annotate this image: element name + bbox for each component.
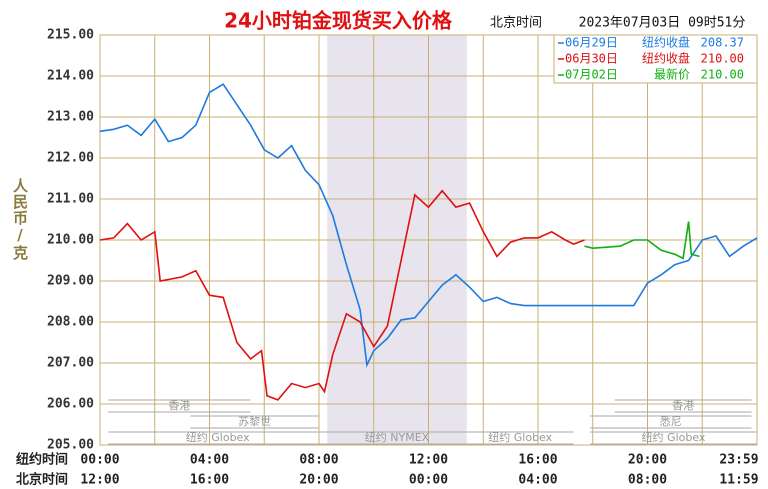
y-tick-label: 215.00 <box>47 28 94 43</box>
y-tick-label: 207.00 <box>47 356 94 371</box>
session-label: 纽约 Globex <box>186 430 250 444</box>
legend-name: 06月29日 <box>565 36 618 50</box>
x-tick-label-beijing: 04:00 <box>518 473 557 488</box>
y-axis-label: 人民币/克 <box>11 178 29 261</box>
x-tick-label: 23:59 <box>719 453 758 468</box>
x-tick-label-beijing: 12:00 <box>80 473 119 488</box>
legend-name: 07月02日 <box>565 68 618 82</box>
session-label: 香港 <box>672 399 694 412</box>
x-row-label: 北京时间 <box>16 472 68 488</box>
session-label: 纽约 NYMEX <box>365 430 430 444</box>
x-tick-label: 20:00 <box>628 453 667 468</box>
y-tick-label: 205.00 <box>47 438 94 453</box>
legend-value: 210.00 <box>701 52 744 66</box>
session-label: 纽约 Globex <box>642 430 706 444</box>
y-tick-label: 212.00 <box>47 151 94 166</box>
y-tick-label: 206.00 <box>47 397 94 412</box>
legend-name: 06月30日 <box>565 52 618 66</box>
session-label: 苏黎世 <box>238 414 271 428</box>
session-bar <box>108 399 251 413</box>
series-line <box>99 83 758 368</box>
x-tick-label: 00:00 <box>80 453 119 468</box>
x-tick-label-beijing: 00:00 <box>409 473 448 488</box>
y-tick-label: 214.00 <box>47 69 94 84</box>
legend-label: 纽约收盘 <box>642 51 690 66</box>
session-bar <box>108 431 328 445</box>
y-tick-label: 209.00 <box>47 274 94 289</box>
y-tick-label: 210.00 <box>47 233 94 248</box>
chart-title: 24小时铂金现货买入价格 <box>224 9 453 33</box>
session-bar <box>590 431 757 445</box>
x-tick-label: 16:00 <box>518 453 557 468</box>
session-bar <box>590 415 752 429</box>
session-bar <box>190 415 319 429</box>
session-bar <box>327 431 467 445</box>
session-label: 香港 <box>168 399 190 412</box>
x-tick-label-beijing: 08:00 <box>628 473 667 488</box>
session-bar <box>614 399 752 413</box>
session-label: 纽约 Globex <box>488 430 552 444</box>
x-tick-label: 12:00 <box>409 453 448 468</box>
x-tick-label-beijing: 11:59 <box>719 473 758 488</box>
time-zone: 北京时间 <box>490 16 542 31</box>
x-tick-label-beijing: 20:00 <box>299 473 338 488</box>
timestamp: 2023年07月03日 09时51分 <box>579 16 746 31</box>
x-row-label: 纽约时间 <box>16 452 68 468</box>
x-tick-label: 08:00 <box>299 453 338 468</box>
x-tick-label-beijing: 16:00 <box>190 473 229 488</box>
y-tick-label: 211.00 <box>47 192 94 207</box>
legend-label: 最新价 <box>654 67 690 82</box>
y-tick-label: 213.00 <box>47 110 94 125</box>
series-line <box>99 189 585 401</box>
legend-value: 210.00 <box>701 68 744 82</box>
session-bar <box>466 431 574 445</box>
y-tick-label: 208.00 <box>47 315 94 330</box>
legend-box <box>553 34 758 84</box>
session-label: 悉尼 <box>660 415 682 428</box>
x-tick-label: 04:00 <box>190 453 229 468</box>
legend-value: 208.37 <box>701 36 744 50</box>
series-line <box>584 221 700 260</box>
legend-label: 纽约收盘 <box>642 35 690 50</box>
